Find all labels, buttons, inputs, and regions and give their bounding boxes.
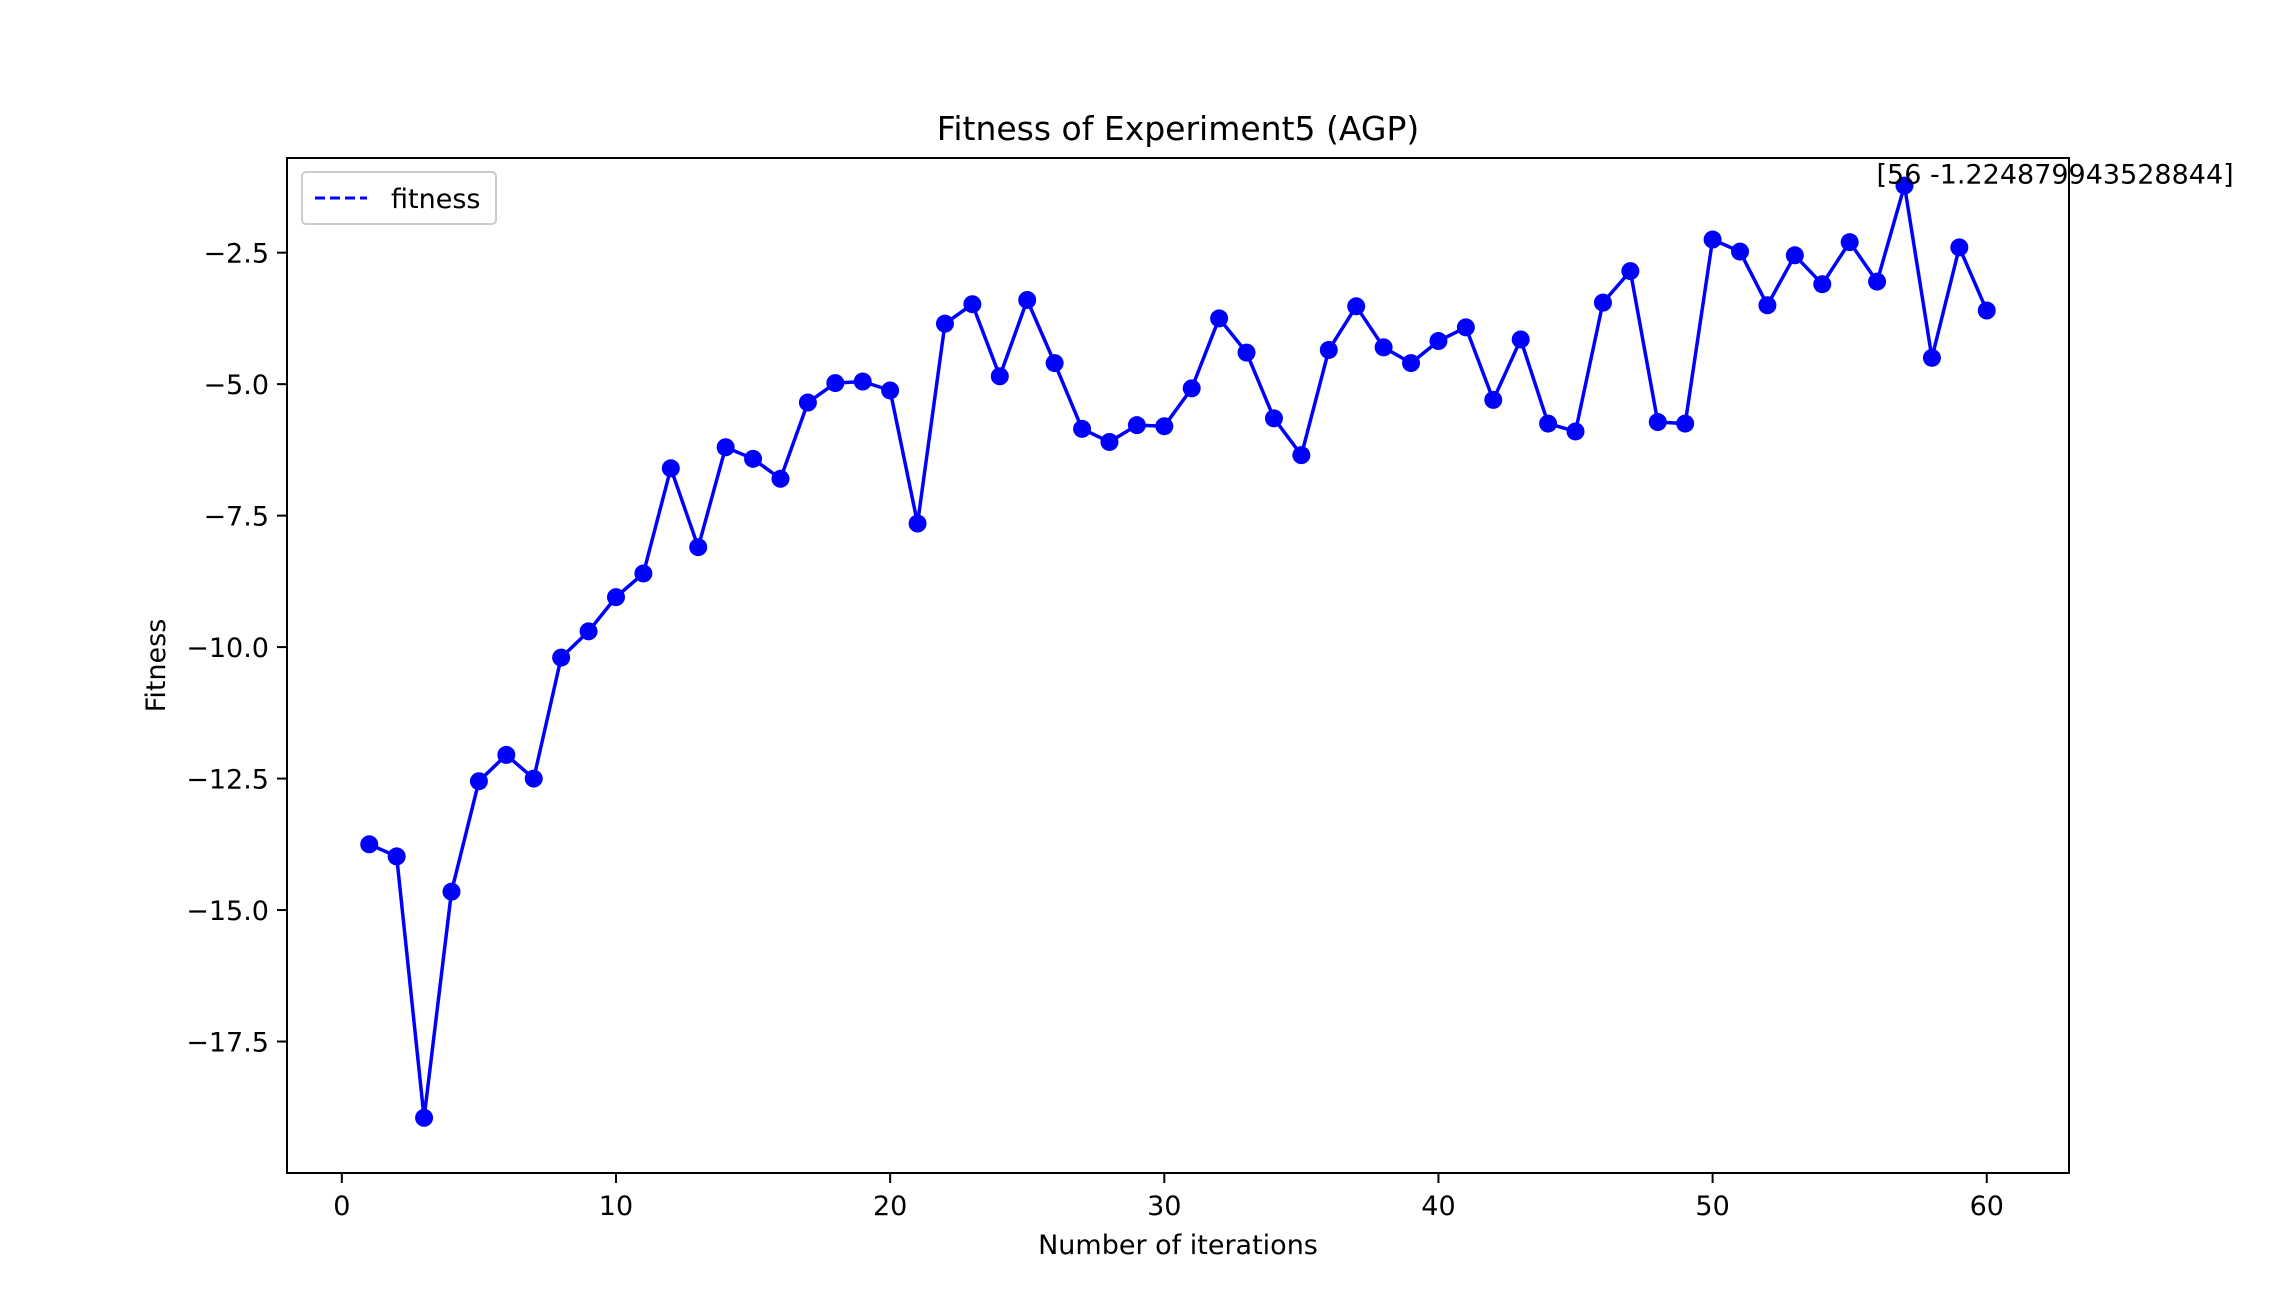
data-point	[1210, 309, 1229, 328]
data-point	[1676, 414, 1695, 433]
data-point	[881, 381, 900, 400]
data-point	[1511, 330, 1530, 349]
data-point	[1237, 343, 1256, 362]
data-point	[415, 1108, 434, 1127]
data-point	[1402, 354, 1421, 373]
data-point	[1045, 354, 1064, 373]
y-axis: −17.5 −15.0 −12.5 −10.0 −7.5 −5.0 −2.5	[186, 239, 287, 1059]
data-point	[744, 449, 763, 468]
data-point	[1100, 432, 1119, 451]
data-point	[1895, 176, 1914, 195]
data-point	[1456, 318, 1475, 337]
data-point	[524, 769, 543, 788]
data-point	[1977, 301, 1996, 320]
data-point	[1319, 340, 1338, 359]
data-point	[1566, 422, 1585, 441]
x-tick-label: 20	[873, 1191, 907, 1222]
data-point	[689, 538, 708, 557]
legend-label-fitness: fitness	[391, 184, 480, 215]
data-point	[1292, 446, 1311, 465]
y-tick-label: −12.5	[186, 765, 269, 796]
data-point	[908, 514, 927, 533]
data-point	[1073, 419, 1092, 438]
plot-frame	[286, 157, 2070, 1174]
data-point	[1950, 238, 1969, 257]
y-tick-label: −10.0	[186, 633, 269, 664]
data-point	[1484, 390, 1503, 409]
data-point	[1593, 293, 1612, 312]
chart-title: Fitness of Experiment5 (AGP)	[937, 109, 1419, 148]
x-tick-label: 0	[333, 1191, 350, 1222]
data-point	[387, 847, 406, 866]
x-tick-label: 50	[1695, 1191, 1729, 1222]
data-point	[469, 772, 488, 791]
data-point	[1922, 348, 1941, 367]
legend-box	[301, 171, 497, 225]
data-point	[1813, 275, 1832, 294]
y-tick-label: −7.5	[203, 502, 269, 533]
data-point	[1264, 409, 1283, 428]
x-axis: 0 10 20 30 40 50 60	[333, 1173, 2004, 1222]
legend: fitness	[301, 171, 497, 225]
x-tick-label: 40	[1421, 1191, 1455, 1222]
data-point	[716, 438, 735, 457]
series-line-fitness	[368, 183, 1989, 1120]
data-point	[1648, 413, 1667, 432]
data-point	[1840, 233, 1859, 252]
x-tick-label: 10	[599, 1191, 633, 1222]
data-point	[853, 372, 872, 391]
data-point	[1347, 297, 1366, 316]
x-tick-label: 30	[1147, 1191, 1181, 1222]
data-point	[634, 564, 653, 583]
data-point	[606, 588, 625, 607]
data-point	[1785, 246, 1804, 265]
data-point	[1429, 332, 1448, 351]
data-point	[935, 314, 954, 333]
data-point	[798, 393, 817, 412]
y-tick-label: −5.0	[203, 370, 269, 401]
y-axis-label: Fitness	[141, 619, 172, 713]
data-point	[1539, 414, 1558, 433]
data-point	[1758, 296, 1777, 315]
x-axis-label: Number of iterations	[1038, 1230, 1318, 1261]
data-point	[1731, 242, 1750, 261]
data-point	[442, 882, 461, 901]
max-point-annotation: [56 -1.224879943528844]	[1877, 160, 2234, 191]
data-point	[579, 622, 598, 641]
data-point	[1018, 290, 1037, 309]
x-tick-label: 60	[1970, 1191, 2004, 1222]
data-point	[1182, 379, 1201, 398]
data-point	[1155, 417, 1174, 436]
y-tick-label: −17.5	[186, 1028, 269, 1059]
data-point	[360, 835, 379, 854]
data-point	[771, 469, 790, 488]
data-point	[990, 367, 1009, 386]
data-point	[661, 459, 680, 478]
y-tick-label: −2.5	[203, 239, 269, 270]
data-point	[1127, 416, 1146, 435]
data-point	[1621, 262, 1640, 281]
data-point	[1868, 272, 1887, 291]
plot-series	[360, 176, 1996, 1127]
data-point	[826, 374, 845, 393]
y-tick-label: −15.0	[186, 896, 269, 927]
data-point	[1374, 338, 1393, 357]
data-point	[1703, 230, 1722, 249]
data-point	[497, 745, 516, 764]
data-point	[552, 648, 571, 667]
data-point	[963, 295, 982, 314]
